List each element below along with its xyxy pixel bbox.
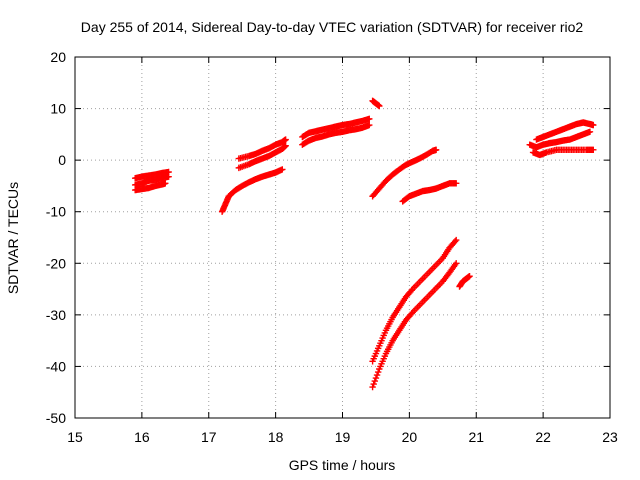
data-series <box>369 236 460 365</box>
y-tick-labels: -50 -40 -30 -20 -10 0 10 20 <box>46 49 66 426</box>
data-series <box>235 136 289 162</box>
data-point-marker <box>432 146 440 154</box>
data-series <box>131 173 172 189</box>
y-tick-label: 0 <box>58 152 66 168</box>
data-point-marker <box>165 173 172 180</box>
data-series <box>399 180 460 205</box>
y-tick-label: -10 <box>46 204 66 220</box>
x-tick-label: 20 <box>402 429 418 445</box>
data-point-marker <box>282 142 289 149</box>
data-series <box>299 121 373 148</box>
chart-title: Day 255 of 2014, Sidereal Day-to-day VTE… <box>81 19 584 35</box>
x-tick-labels: 15 16 17 18 19 20 21 22 23 <box>67 429 618 445</box>
x-axis-label: GPS time / hours <box>289 457 396 473</box>
data-series <box>369 260 460 391</box>
data-point-marker <box>452 236 460 244</box>
x-tick-label: 23 <box>602 429 618 445</box>
x-tick-label: 21 <box>468 429 484 445</box>
x-tick-label: 16 <box>134 429 150 445</box>
data-point-marker <box>466 272 473 280</box>
y-tick-label: -20 <box>46 255 66 271</box>
data-point-marker <box>366 115 373 123</box>
data-point-marker <box>452 260 460 267</box>
x-tick-label: 17 <box>201 429 217 445</box>
data-point-marker <box>451 238 459 245</box>
data-point-marker <box>369 383 376 391</box>
data-point-marker <box>374 368 382 376</box>
data-series <box>369 97 383 110</box>
data-point-marker <box>162 180 169 187</box>
data-point-marker <box>366 121 373 129</box>
axis-ticks <box>74 56 611 419</box>
data-point-marker <box>370 380 377 388</box>
data-series <box>369 146 440 200</box>
data-point-marker <box>452 180 460 187</box>
data-series <box>529 146 597 159</box>
y-tick-label: 10 <box>50 101 66 117</box>
data-point-marker <box>373 371 381 379</box>
x-tick-label: 19 <box>335 429 351 445</box>
y-tick-label: -40 <box>46 358 66 374</box>
data-points <box>131 97 597 391</box>
x-tick-label: 22 <box>535 429 551 445</box>
y-tick-label: -50 <box>46 410 66 426</box>
data-point-marker <box>376 102 383 110</box>
data-series <box>218 166 286 215</box>
data-point-marker <box>371 377 379 385</box>
y-axis-label: SDTVAR / TECUs <box>5 182 21 294</box>
y-tick-label: 20 <box>50 49 66 65</box>
data-point-marker <box>372 374 380 382</box>
data-series <box>526 128 594 151</box>
data-series <box>299 115 373 141</box>
y-tick-label: -30 <box>46 307 66 323</box>
data-series <box>456 272 473 290</box>
x-tick-label: 15 <box>67 429 83 445</box>
data-point-marker <box>279 166 286 173</box>
data-series <box>235 142 289 172</box>
data-point-marker <box>586 128 594 135</box>
data-series <box>131 180 169 194</box>
data-point-marker <box>590 146 597 154</box>
data-point-marker <box>282 136 289 143</box>
x-tick-label: 18 <box>268 429 284 445</box>
grid-lines <box>75 57 610 418</box>
data-series <box>533 119 597 143</box>
data-point-marker <box>590 121 597 129</box>
